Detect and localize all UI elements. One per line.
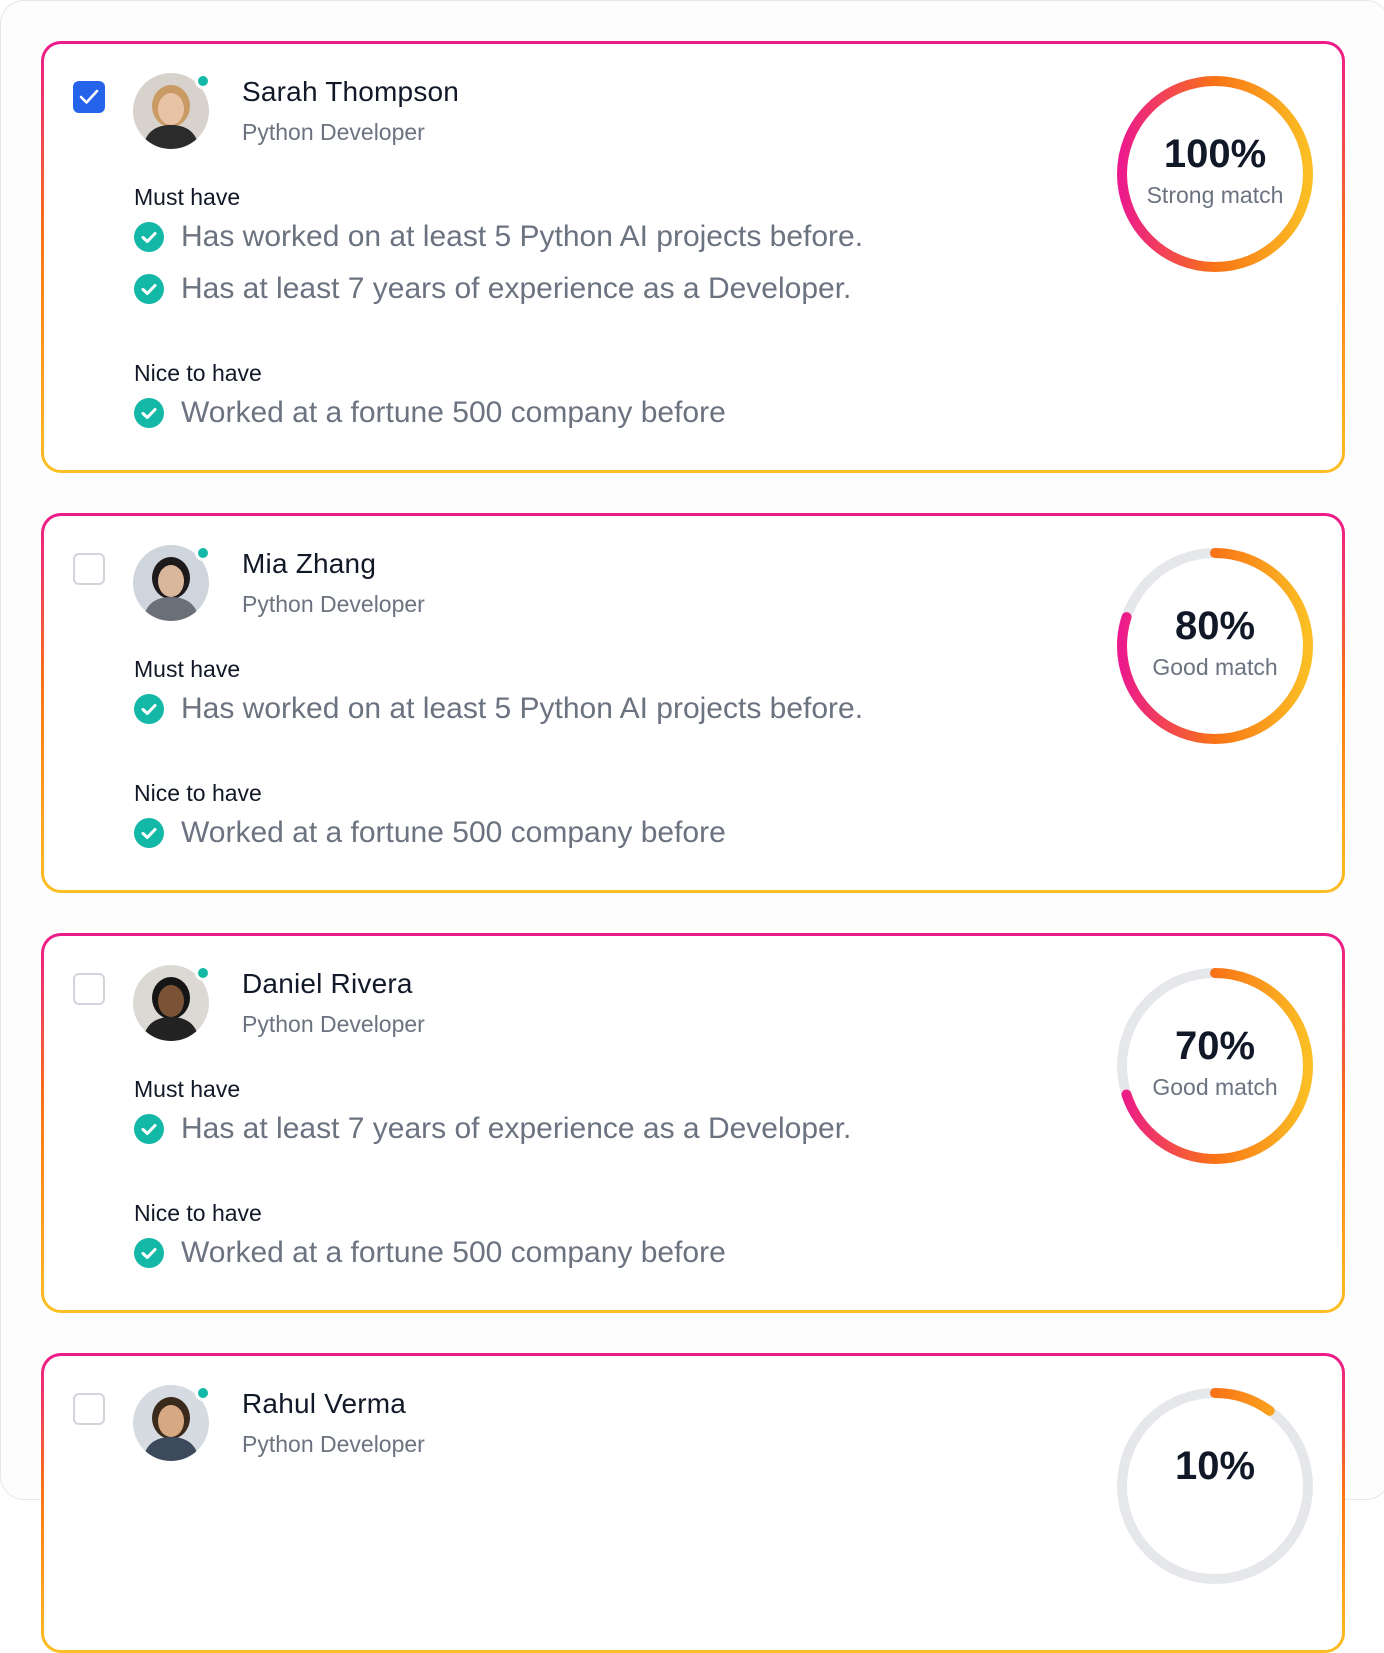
- match-score-ring: 70% Good match: [1113, 964, 1317, 1168]
- must-have-title: Must have: [134, 184, 241, 210]
- match-score-ring: 10%: [1113, 1384, 1317, 1588]
- match-label: Good match: [1152, 1074, 1278, 1100]
- nice-to-have-title: Nice to have: [134, 780, 262, 806]
- match-label: Strong match: [1146, 182, 1284, 208]
- candidate-name[interactable]: Daniel Rivera: [242, 968, 413, 999]
- must-have-title: Must have: [134, 656, 241, 682]
- online-status-dot: [195, 73, 211, 89]
- requirement-text: Has worked on at least 5 Python AI proje…: [181, 692, 864, 725]
- must-have-item: Has at least 7 years of experience as a …: [134, 272, 851, 306]
- must-have-item: Has at least 7 years of experience as a …: [134, 1112, 851, 1146]
- must-have-title: Must have: [134, 1076, 241, 1102]
- candidate-card[interactable]: Daniel Rivera Python Developer Must have Ha…: [41, 933, 1345, 1313]
- match-percent: 70%: [1174, 1024, 1256, 1068]
- candidate-avatar[interactable]: [133, 965, 211, 1041]
- select-candidate-checkbox[interactable]: [73, 973, 105, 1005]
- select-candidate-checkbox[interactable]: [73, 81, 105, 113]
- match-percent: 100%: [1163, 132, 1267, 176]
- avatar-photo: [133, 965, 209, 1041]
- candidate-role: Python Developer: [242, 1011, 425, 1037]
- candidate-name[interactable]: Sarah Thompson: [242, 76, 460, 107]
- score-ring-progress: [1117, 968, 1313, 1164]
- score-ring-progress: [1117, 76, 1313, 272]
- match-percent: 80%: [1174, 604, 1256, 648]
- requirement-text: Has worked on at least 5 Python AI proje…: [181, 220, 864, 253]
- match-label: Good match: [1152, 654, 1278, 680]
- candidate-avatar[interactable]: [133, 1385, 211, 1461]
- score-ring-progress: [1117, 548, 1313, 744]
- check-circle-icon: [134, 694, 164, 724]
- nice-to-have-title: Nice to have: [134, 360, 262, 386]
- must-have-item: Has worked on at least 5 Python AI proje…: [134, 220, 863, 254]
- candidate-card[interactable]: Sarah Thompson Python Developer Must have H…: [41, 41, 1345, 473]
- candidate-card[interactable]: Mia Zhang Python Developer Must have Has wo…: [41, 513, 1345, 893]
- nice-to-have-item: Worked at a fortune 500 company before: [134, 1236, 726, 1270]
- check-circle-icon: [134, 1114, 164, 1144]
- match-score-ring: 100% Strong match: [1113, 72, 1317, 276]
- candidate-card[interactable]: Rahul Verma Python Developer 10%: [41, 1353, 1345, 1653]
- online-status-dot: [195, 965, 211, 981]
- check-circle-icon: [134, 1238, 164, 1268]
- check-circle-icon: [134, 222, 164, 252]
- requirement-text: Worked at a fortune 500 company before: [181, 1236, 726, 1269]
- check-circle-icon: [134, 398, 164, 428]
- checkmark-icon: [79, 89, 99, 104]
- avatar-photo: [133, 73, 209, 149]
- check-circle-icon: [134, 274, 164, 304]
- candidate-role: Python Developer: [242, 591, 425, 617]
- requirement-text: Worked at a fortune 500 company before: [181, 816, 726, 849]
- candidate-avatar[interactable]: [133, 73, 211, 149]
- nice-to-have-title: Nice to have: [134, 1200, 262, 1226]
- score-ring-progress: [1117, 1388, 1313, 1584]
- online-status-dot: [195, 545, 211, 561]
- nice-to-have-item: Worked at a fortune 500 company before: [134, 816, 726, 850]
- requirement-text: Has at least 7 years of experience as a …: [181, 1112, 852, 1145]
- check-circle-icon: [134, 818, 164, 848]
- candidate-avatar[interactable]: [133, 545, 211, 621]
- candidate-role: Python Developer: [242, 119, 425, 145]
- select-candidate-checkbox[interactable]: [73, 553, 105, 585]
- must-have-item: Has worked on at least 5 Python AI proje…: [134, 692, 863, 726]
- candidate-name[interactable]: Rahul Verma: [242, 1388, 407, 1419]
- nice-to-have-item: Worked at a fortune 500 company before: [134, 396, 726, 430]
- requirement-text: Worked at a fortune 500 company before: [181, 396, 726, 429]
- candidate-role: Python Developer: [242, 1431, 425, 1457]
- match-percent: 10%: [1174, 1444, 1256, 1488]
- select-candidate-checkbox[interactable]: [73, 1393, 105, 1425]
- candidate-name[interactable]: Mia Zhang: [242, 548, 377, 579]
- requirement-text: Has at least 7 years of experience as a …: [181, 272, 852, 305]
- online-status-dot: [195, 1385, 211, 1401]
- match-score-ring: 80% Good match: [1113, 544, 1317, 748]
